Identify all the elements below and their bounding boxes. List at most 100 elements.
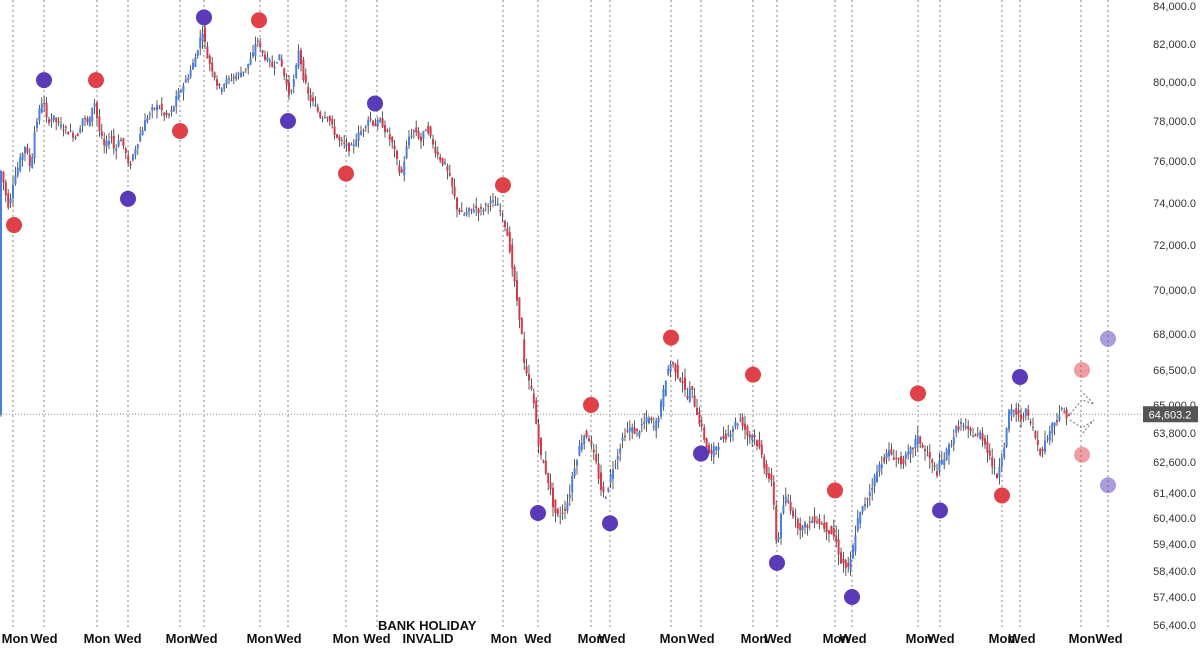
candle-up — [290, 90, 293, 92]
candle-up — [472, 209, 475, 213]
candle-down — [890, 449, 893, 455]
swing-low-marker — [280, 113, 296, 129]
candle-down — [343, 142, 346, 144]
candle-down — [441, 158, 444, 165]
x-tick-label: Wed — [363, 631, 390, 646]
candle-up — [811, 520, 814, 524]
x-tick-label: Wed — [1095, 631, 1122, 646]
candle-down — [597, 463, 600, 479]
candle-up — [571, 475, 574, 493]
candle-up — [14, 175, 17, 185]
candle-down — [28, 154, 31, 166]
candle-down — [72, 132, 74, 138]
candle-down — [981, 433, 984, 441]
candle-up — [914, 439, 917, 449]
candle-up — [979, 431, 982, 440]
candle-down — [76, 134, 79, 137]
candle-up — [667, 368, 670, 375]
candle-down — [307, 86, 310, 94]
candle-down — [391, 136, 394, 143]
candle-up — [712, 446, 715, 457]
candle-down — [43, 103, 46, 105]
candle-down — [348, 142, 350, 152]
candle-down — [429, 126, 432, 136]
candle-down — [823, 522, 826, 529]
candle-down — [710, 449, 713, 455]
x-tick-label: Wed — [839, 631, 866, 646]
candle-up — [904, 454, 907, 459]
candle-down — [338, 136, 341, 141]
candle-up — [972, 435, 974, 438]
candle-up — [496, 203, 499, 206]
candle-down — [722, 435, 725, 439]
candle-up — [148, 113, 151, 115]
candle-up — [583, 435, 586, 445]
candle-up — [609, 474, 612, 483]
candle-down — [936, 471, 938, 476]
candle-up — [878, 464, 881, 472]
candle-up — [220, 88, 223, 92]
candle-down — [928, 451, 931, 459]
candle-down — [813, 515, 816, 523]
candle-up — [156, 105, 158, 111]
y-tick-label: 57,400.0 — [1153, 592, 1196, 604]
candle-down — [204, 27, 206, 42]
candle-down — [518, 297, 521, 320]
candle-down — [837, 539, 840, 555]
candle-up — [945, 449, 948, 460]
candle-down — [420, 136, 422, 142]
candle-down — [756, 440, 758, 446]
candle-up — [444, 162, 446, 164]
candle-up — [727, 433, 730, 435]
candle-down — [758, 439, 761, 448]
swing-low-marker — [844, 589, 860, 605]
candle-down — [259, 42, 262, 48]
swing-high-marker — [338, 165, 354, 182]
candle-up — [489, 200, 492, 204]
candle-up — [180, 90, 182, 92]
candle-up — [576, 460, 578, 466]
candle-down — [475, 206, 478, 209]
candle-up — [998, 466, 1001, 477]
candle-up — [732, 428, 734, 433]
candle-up — [652, 425, 655, 428]
candle-up — [856, 517, 859, 531]
candle-down — [760, 444, 763, 455]
candle-up — [573, 468, 576, 477]
y-tick-label: 61,400.0 — [1153, 488, 1196, 500]
candle-down — [302, 59, 305, 80]
candle-up — [249, 58, 252, 65]
x-tick-label: Wed — [30, 631, 57, 646]
candle-down — [110, 136, 113, 138]
candle-up — [199, 37, 202, 49]
candle-up — [669, 363, 672, 372]
candle-down — [122, 138, 125, 147]
x-tick-label: Mon — [491, 631, 518, 646]
candle-down — [264, 54, 266, 60]
candle-down — [924, 449, 926, 452]
candle-down — [1022, 416, 1025, 418]
candle-up — [38, 108, 41, 121]
candle-down — [439, 156, 442, 161]
candle-down — [55, 117, 58, 122]
candle-down — [436, 152, 439, 155]
candle-up — [350, 144, 353, 146]
candle-up — [376, 119, 379, 127]
candle-down — [163, 112, 166, 116]
projected-low-marker — [1100, 330, 1116, 347]
candle-up — [408, 136, 410, 146]
candle-up — [566, 502, 569, 511]
candle-up — [468, 208, 470, 212]
candle-up — [494, 204, 497, 206]
candle-up — [81, 118, 84, 126]
candle-up — [868, 491, 871, 496]
candle-up — [345, 143, 348, 146]
candle-up — [182, 85, 185, 93]
candle-down — [312, 97, 314, 102]
candle-down — [499, 210, 502, 212]
candles — [0, 22, 1070, 576]
candle-down — [100, 131, 103, 136]
candle-down — [456, 197, 458, 210]
candle-down — [458, 209, 461, 212]
candle-up — [717, 446, 720, 450]
